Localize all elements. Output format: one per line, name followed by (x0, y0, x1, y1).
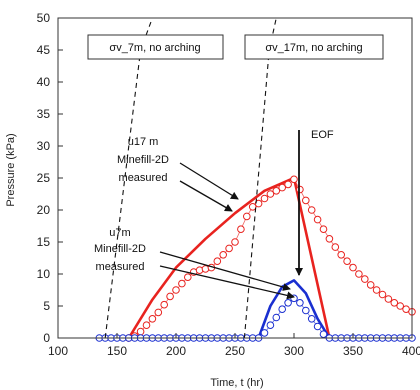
u7-measured-label: measured (96, 261, 145, 273)
y-tick-label: 0 (43, 331, 50, 345)
eof-label: EOF (311, 129, 334, 141)
series-line-u7_sim (257, 279, 331, 339)
u7-model-arrow (159, 251, 291, 291)
data-point-u7_meas (296, 299, 304, 307)
data-point-u17_meas (213, 257, 222, 266)
data-point-u7_meas (272, 313, 281, 322)
x-tick-label: 350 (343, 344, 363, 358)
data-point-u7_meas (302, 306, 310, 315)
data-point-u17_meas (384, 295, 393, 303)
series-layer (95, 17, 416, 342)
y-tick-label: 15 (37, 235, 51, 249)
y-tick-label: 40 (37, 75, 51, 89)
data-point-u17_meas (166, 292, 174, 301)
data-point-u17_meas (313, 215, 322, 224)
sigma-7m-box: σv_7m, no arching (87, 34, 224, 60)
data-point-u17_meas (396, 302, 405, 310)
sigma-17m-box-label: σv_17m, no arching (265, 42, 362, 54)
data-point-u17_meas (248, 203, 257, 211)
x-axis-title: Time, t (hr) (210, 377, 263, 389)
y-tick-label: 10 (37, 267, 51, 281)
data-point-u17_meas (366, 281, 375, 289)
u17-measured-arrow (179, 180, 233, 212)
u7-measured-arrow (159, 265, 295, 300)
data-point-u17_meas (325, 235, 334, 243)
data-point-u17_meas (378, 290, 387, 299)
x-tick-label: 100 (48, 344, 68, 358)
data-point-u17_meas (331, 243, 340, 251)
u17-model-arrow (179, 162, 239, 200)
u7-model-label: Minefill-2D (94, 243, 146, 255)
data-point-u17_meas (272, 187, 281, 195)
data-point-u17_meas (260, 194, 269, 203)
u7-label: u7m (109, 227, 130, 239)
x-tick-label: 300 (284, 344, 304, 358)
data-point-u7_meas (284, 299, 292, 307)
data-point-u7_meas (307, 315, 316, 323)
data-point-u17_meas (372, 286, 381, 294)
sigma-7m-box-label: σv_7m, no arching (109, 42, 200, 54)
sigma-17m-box: σv_17m, no arching (244, 34, 384, 60)
data-point-u17_meas (160, 300, 168, 309)
data-point-u17_meas (136, 327, 145, 336)
data-point-u17_meas (148, 315, 157, 323)
y-tick-label: 20 (37, 203, 51, 217)
data-point-u17_meas (337, 251, 346, 259)
series-line-u17_meas (128, 178, 413, 339)
x-tick-label: 150 (107, 344, 127, 358)
data-point-u17_meas (225, 244, 233, 253)
data-point-u17_meas (184, 273, 192, 282)
x-tick-label: 400 (402, 344, 420, 358)
y-tick-label: 45 (37, 43, 51, 57)
data-point-u17_meas (243, 212, 251, 221)
y-tick-label: 50 (37, 11, 51, 25)
data-point-u7_meas (260, 329, 269, 337)
series-line-u7_meas (99, 297, 412, 339)
u17-model-label: Minefill-2D (117, 154, 169, 166)
series-line-sigma_17m (243, 17, 277, 339)
data-point-u17_meas (219, 251, 227, 259)
data-point-u17_meas (254, 199, 263, 208)
data-point-u17_meas (266, 190, 275, 198)
data-point-u17_meas (172, 286, 180, 294)
u17-label: u17 m (128, 136, 159, 148)
data-point-u17_meas (178, 279, 186, 288)
x-tick-label: 250 (225, 344, 245, 358)
data-point-u17_meas (296, 185, 304, 194)
ticks-layer: 100 150 200 250 300 350 400 0 5 10 15 20 25 30 35 40 45 5… (37, 11, 420, 358)
data-point-u17_meas (154, 308, 163, 317)
y-axis-title: Pressure (kPa) (5, 133, 17, 206)
data-point-u17_meas (349, 263, 357, 272)
data-point-u7_meas (266, 321, 275, 330)
y-tick-label: 5 (43, 299, 50, 313)
data-point-u7_meas (313, 322, 322, 331)
data-point-u17_meas (237, 225, 245, 233)
data-point-u17_meas (142, 321, 151, 330)
data-point-u17_meas (290, 175, 298, 184)
data-point-u17_meas (390, 299, 399, 307)
data-point-u17_meas (302, 196, 310, 205)
data-point-u17_meas (307, 206, 316, 214)
data-point-u17_meas (343, 257, 351, 266)
x-tick-label: 200 (166, 344, 186, 358)
series-line-u17_sim (127, 176, 331, 339)
data-point-u17_meas (231, 238, 239, 246)
y-tick-label: 35 (37, 107, 51, 121)
data-point-u17_meas (361, 275, 369, 283)
data-point-u17_meas (355, 270, 363, 278)
u17-measured-label: measured (119, 172, 168, 184)
data-point-u7_meas (319, 330, 328, 339)
y-tick-label: 25 (37, 171, 51, 185)
data-point-u7_meas (278, 305, 287, 314)
data-point-u17_meas (284, 180, 292, 189)
data-point-u17_meas (278, 183, 287, 192)
data-point-u17_meas (319, 225, 328, 233)
y-tick-label: 30 (37, 139, 51, 153)
